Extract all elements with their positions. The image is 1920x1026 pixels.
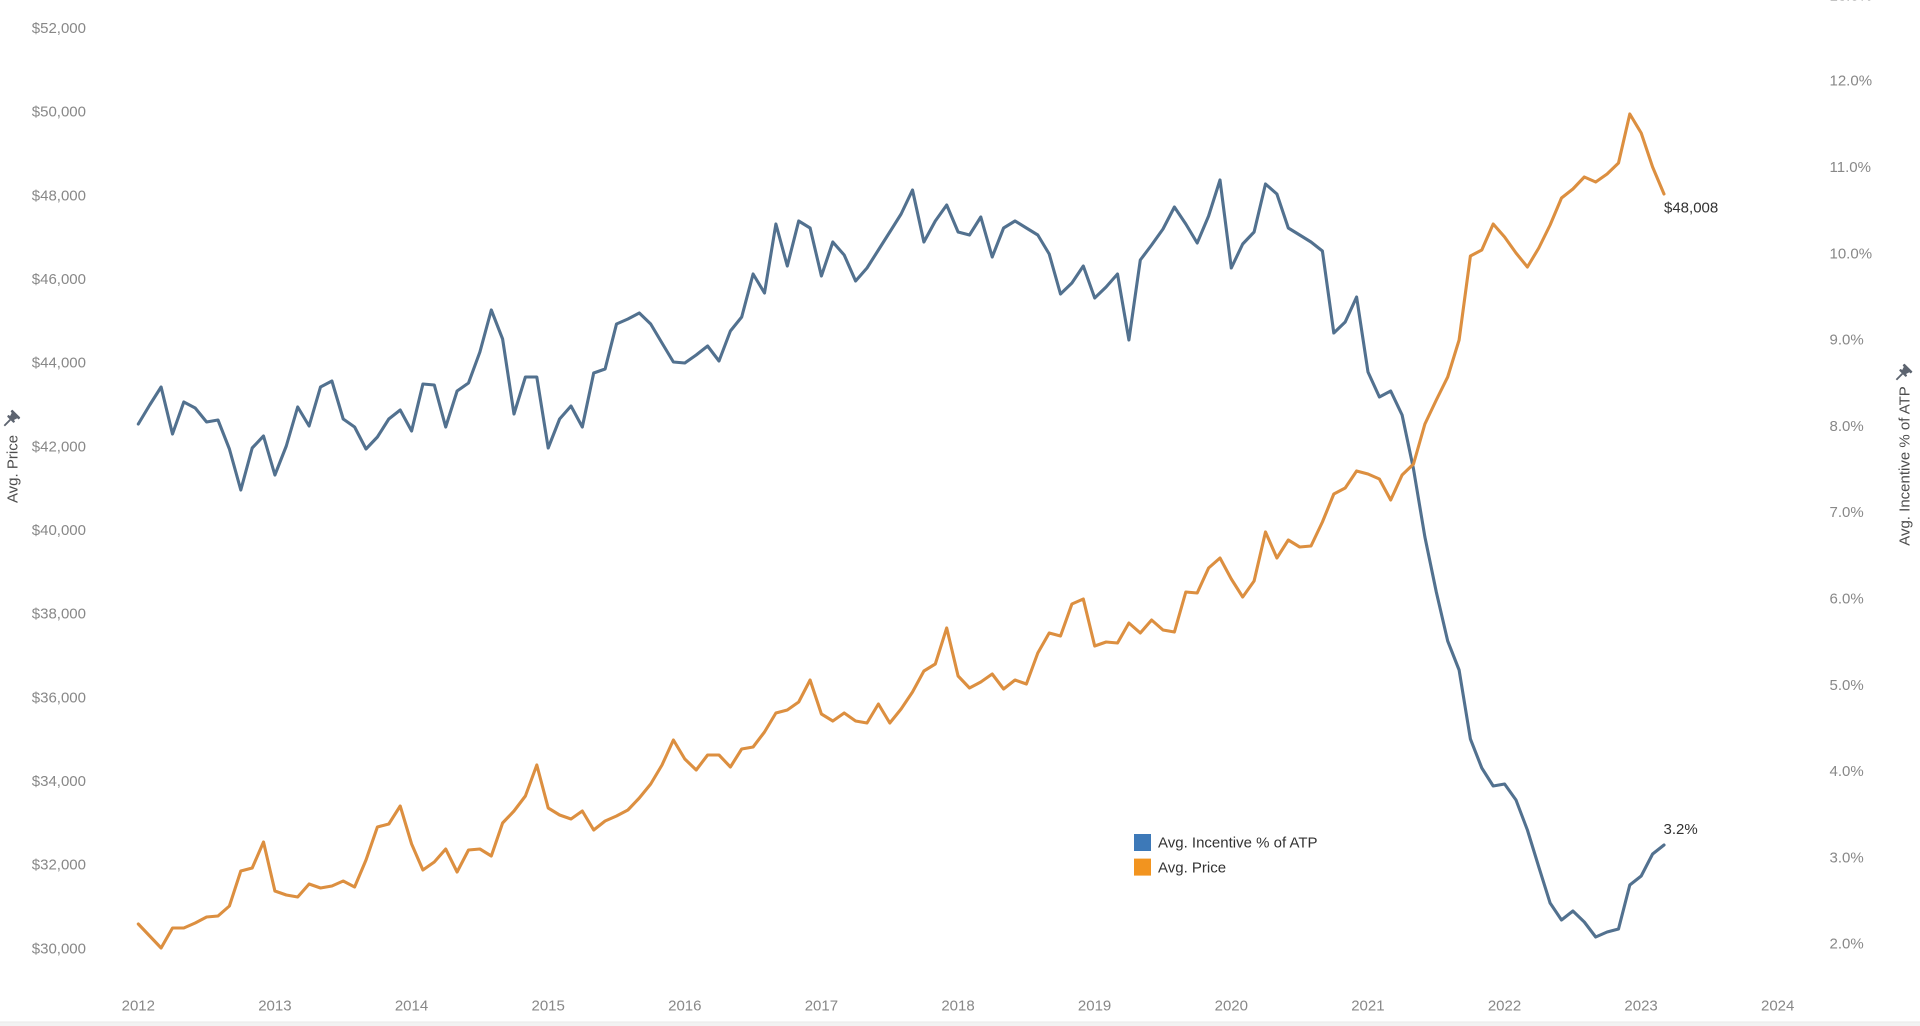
- svg-text:Avg. Incentive % of ATP: Avg. Incentive % of ATP: [1897, 386, 1914, 546]
- svg-text:4.0%: 4.0%: [1830, 763, 1864, 780]
- svg-text:9.0%: 9.0%: [1830, 332, 1864, 349]
- svg-text:$30,000: $30,000: [32, 940, 86, 957]
- svg-text:$46,000: $46,000: [32, 271, 86, 288]
- svg-text:3.0%: 3.0%: [1830, 849, 1864, 866]
- svg-text:2019: 2019: [1078, 998, 1111, 1015]
- svg-text:7.0%: 7.0%: [1830, 504, 1864, 521]
- svg-text:2015: 2015: [532, 998, 565, 1015]
- svg-text:2017: 2017: [805, 998, 838, 1015]
- svg-text:3.2%: 3.2%: [1664, 821, 1698, 838]
- svg-text:2022: 2022: [1488, 998, 1521, 1015]
- svg-text:10.0%: 10.0%: [1830, 245, 1873, 262]
- svg-text:2.0%: 2.0%: [1830, 936, 1864, 953]
- svg-text:$50,000: $50,000: [32, 104, 86, 121]
- svg-text:$38,000: $38,000: [32, 606, 86, 623]
- svg-text:2024: 2024: [1761, 998, 1794, 1015]
- svg-text:6.0%: 6.0%: [1830, 591, 1864, 608]
- svg-text:$44,000: $44,000: [32, 355, 86, 372]
- svg-text:2018: 2018: [941, 998, 974, 1015]
- svg-text:2021: 2021: [1351, 998, 1384, 1015]
- svg-text:$48,000: $48,000: [32, 187, 86, 204]
- svg-text:$32,000: $32,000: [32, 857, 86, 874]
- svg-text:$52,000: $52,000: [32, 20, 86, 37]
- svg-text:11.0%: 11.0%: [1830, 159, 1871, 176]
- svg-text:2020: 2020: [1215, 998, 1248, 1015]
- svg-text:2023: 2023: [1624, 998, 1657, 1015]
- svg-text:Avg. Price: Avg. Price: [5, 435, 22, 503]
- svg-text:$34,000: $34,000: [32, 773, 86, 790]
- svg-text:5.0%: 5.0%: [1830, 677, 1864, 694]
- svg-text:$48,008: $48,008: [1664, 200, 1718, 217]
- svg-text:2013: 2013: [258, 998, 291, 1015]
- svg-text:Avg. Incentive % of ATP: Avg. Incentive % of ATP: [1158, 835, 1318, 852]
- svg-text:$40,000: $40,000: [32, 522, 86, 539]
- svg-text:13.0%: 13.0%: [1830, 0, 1873, 5]
- svg-text:2014: 2014: [395, 998, 428, 1015]
- svg-text:2012: 2012: [122, 998, 155, 1015]
- svg-text:$36,000: $36,000: [32, 689, 86, 706]
- svg-text:8.0%: 8.0%: [1830, 418, 1864, 435]
- svg-text:$42,000: $42,000: [32, 438, 86, 455]
- svg-text:Avg. Price: Avg. Price: [1158, 859, 1226, 876]
- svg-text:2016: 2016: [668, 998, 701, 1015]
- svg-text:12.0%: 12.0%: [1830, 73, 1873, 90]
